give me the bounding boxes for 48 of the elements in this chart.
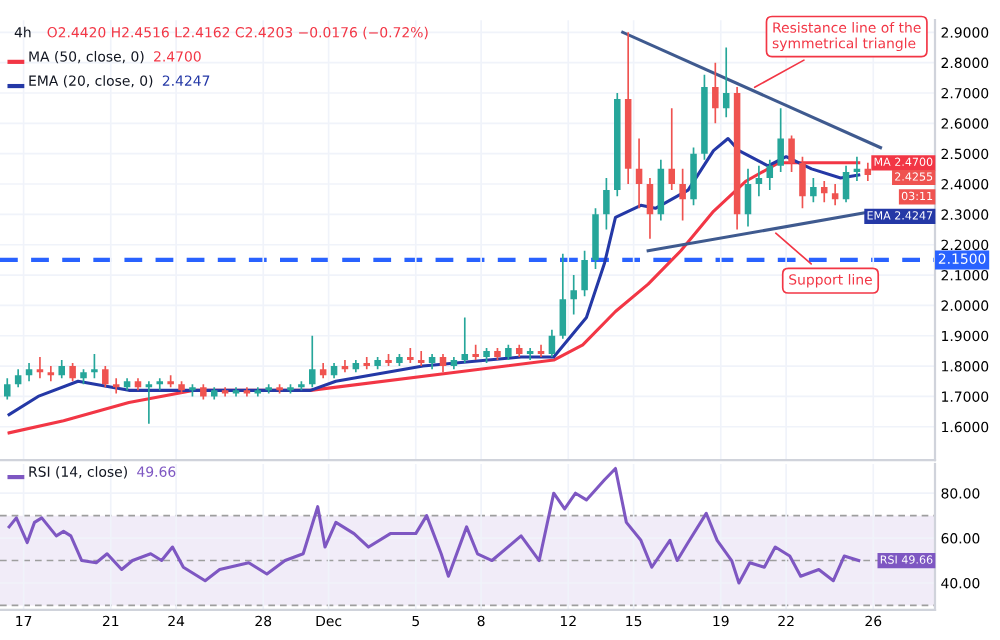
candlestick [592, 207, 599, 270]
candlestick [526, 347, 534, 361]
candlestick [309, 334, 316, 389]
candlestick [788, 134, 795, 173]
candlestick [537, 344, 545, 358]
candlestick [570, 274, 577, 316]
candlestick [145, 380, 153, 425]
candlestick [102, 365, 109, 389]
candlestick [657, 158, 665, 222]
candlestick [679, 168, 686, 222]
candlestick [112, 377, 120, 395]
candlestick [156, 377, 164, 392]
candlestick [3, 377, 11, 401]
candlestick [853, 155, 861, 182]
candlestick [25, 362, 33, 383]
candlestick [864, 161, 872, 182]
candlestick [581, 249, 588, 298]
candlestick [407, 347, 414, 364]
candlestick [799, 155, 806, 210]
candlestick [690, 146, 697, 207]
candlestick [559, 252, 567, 340]
candlestick [47, 365, 55, 383]
candlestick [472, 344, 479, 361]
candlestick [722, 46, 730, 119]
candlestick [439, 353, 447, 373]
candlestick [810, 177, 817, 204]
candlestick [766, 158, 774, 191]
candlestick [417, 350, 425, 367]
candlestick [603, 177, 610, 231]
candlestick [712, 61, 719, 125]
candlestick [842, 164, 850, 204]
candlestick [58, 359, 65, 380]
candlestick [461, 316, 469, 364]
candlestick [36, 356, 44, 380]
candlestick [91, 353, 98, 380]
candlestick [341, 359, 349, 373]
candlestick [831, 183, 839, 207]
candlestick [14, 368, 22, 389]
candlestick [777, 107, 784, 173]
candlestick [820, 180, 828, 204]
candlestick [668, 107, 676, 191]
candlestick [744, 168, 752, 228]
candlestick [363, 356, 371, 370]
candlestick [635, 137, 643, 210]
candlestick [755, 164, 763, 197]
candlestick [69, 362, 76, 383]
candlestick [646, 177, 654, 240]
candlestick [548, 328, 556, 358]
